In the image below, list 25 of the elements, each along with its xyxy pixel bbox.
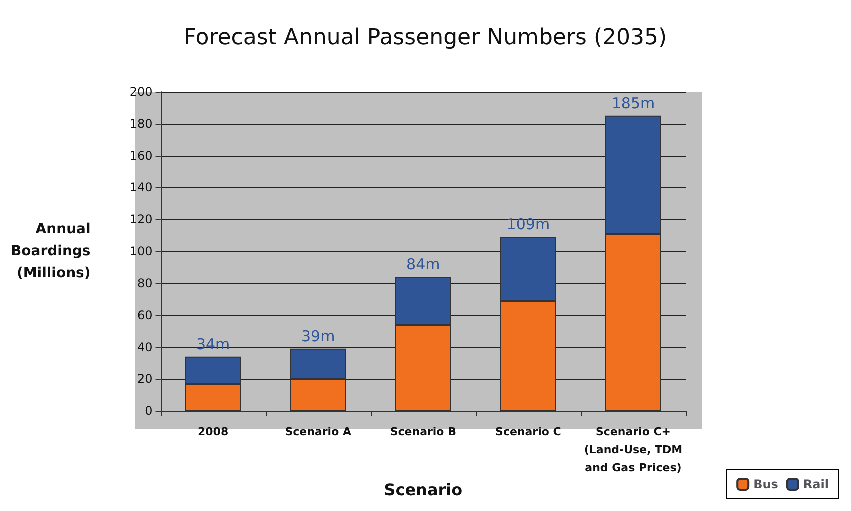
y-tick-label: 100: [130, 244, 153, 259]
y-tick-label: 60: [138, 308, 153, 322]
y-axis-title: Annual Boardings (Millions): [10, 222, 91, 282]
total-label: 109m: [506, 216, 550, 234]
legend-label: Bus: [754, 478, 778, 492]
x-tick-label: 2008: [198, 426, 229, 439]
y-tick-label: 20: [138, 372, 153, 386]
total-label: 84m: [406, 256, 440, 274]
x-tick-label: Scenario A: [285, 426, 352, 439]
y-tick-label: 180: [130, 116, 153, 131]
total-label: 39m: [301, 327, 336, 346]
chart-title: Forecast Annual Passenger Numbers (2035): [184, 26, 668, 50]
y-tick-label: 80: [138, 276, 153, 290]
x-tick-label: Scenario C: [496, 426, 562, 439]
y-tick-label: 40: [138, 340, 153, 354]
x-tick-label: Scenario C+ (Land-Use, TDM and Gas Prices): [584, 426, 683, 475]
y-tick-label: 0: [145, 404, 153, 418]
x-axis-title: Scenario: [384, 480, 463, 500]
y-tick-label: 200: [130, 85, 153, 99]
y-tick-label: 140: [130, 180, 153, 195]
y-tick-label: 160: [130, 148, 153, 163]
total-label: 185m: [612, 94, 656, 112]
y-tick-label: 120: [130, 212, 153, 227]
x-tick-label: Scenario B: [390, 426, 456, 439]
legend-label: Rail: [803, 478, 830, 492]
